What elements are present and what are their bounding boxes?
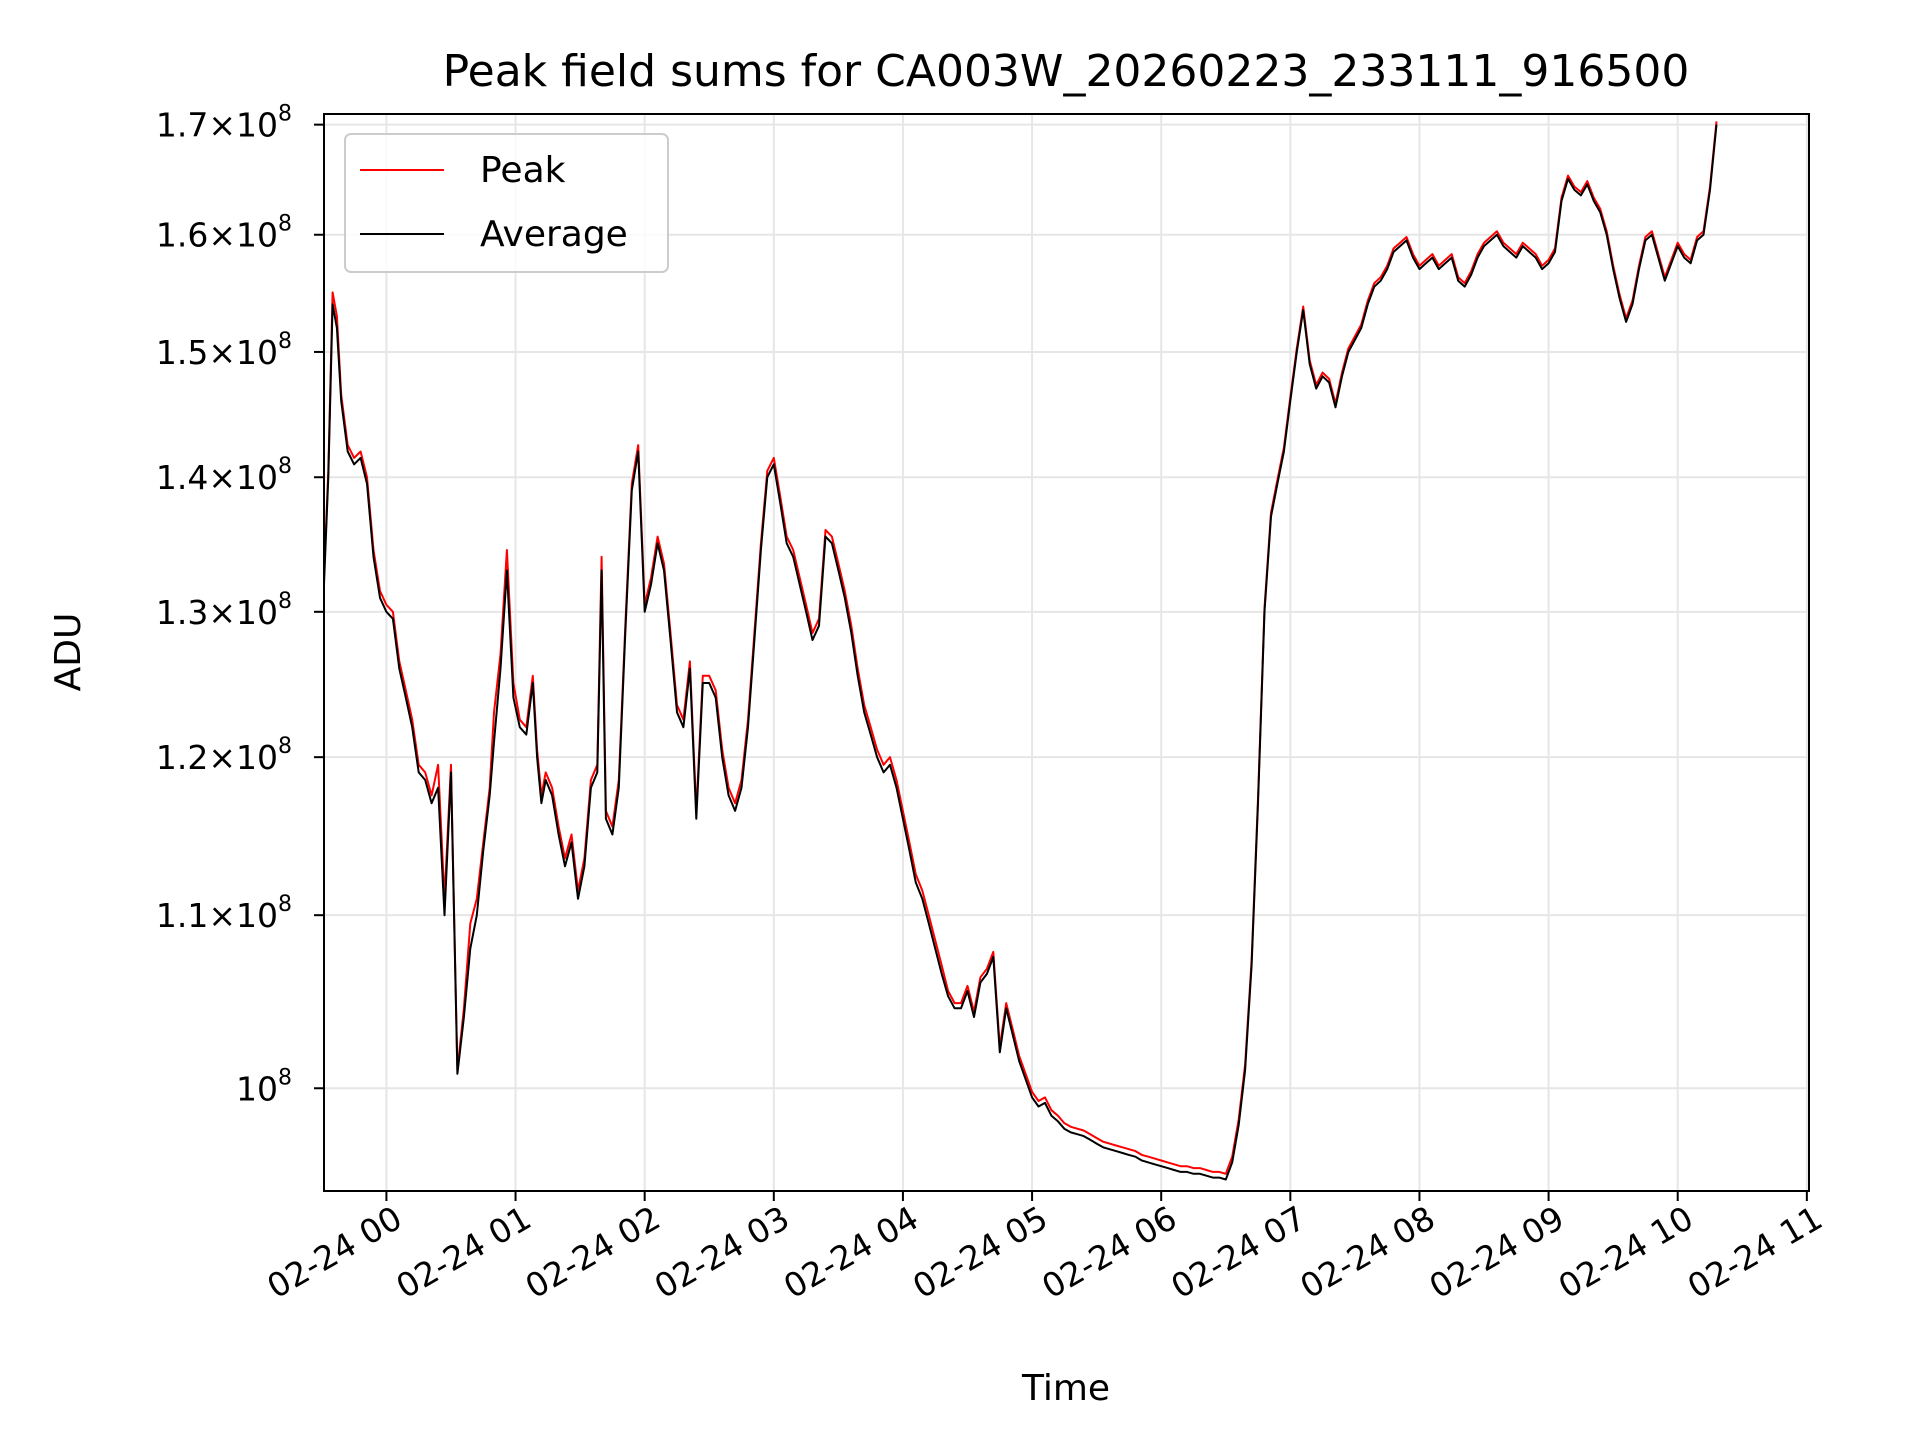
x-axis-label: Time	[1021, 1368, 1110, 1409]
legend: Peak Average	[344, 133, 669, 273]
chart-title: Peak field sums for CA003W_20260223_2331…	[443, 46, 1690, 97]
grid	[324, 114, 1809, 1191]
y-axis: 1081.1×1081.2×1081.3×1081.4×1081.5×1081.…	[156, 102, 324, 1108]
y-axis-label: ADU	[48, 613, 89, 692]
y-tick-label: 1.1×108	[156, 892, 292, 935]
legend-box	[344, 133, 669, 273]
y-tick-label: 1.2×108	[156, 734, 292, 777]
series-average-line	[323, 124, 1718, 1181]
y-tick-label: 1.6×108	[156, 212, 292, 255]
y-tick-label: 1.5×108	[156, 329, 292, 372]
series-peak-line	[323, 121, 1718, 1175]
y-tick-label: 1.4×108	[156, 454, 292, 497]
y-tick-label: 1.3×108	[156, 589, 292, 632]
plot-frame	[323, 113, 1810, 1192]
legend-peak-label: Peak	[480, 150, 566, 191]
series-layer	[323, 121, 1718, 1181]
y-tick-label: 1.7×108	[156, 102, 292, 145]
legend-average-label: Average	[480, 214, 628, 255]
